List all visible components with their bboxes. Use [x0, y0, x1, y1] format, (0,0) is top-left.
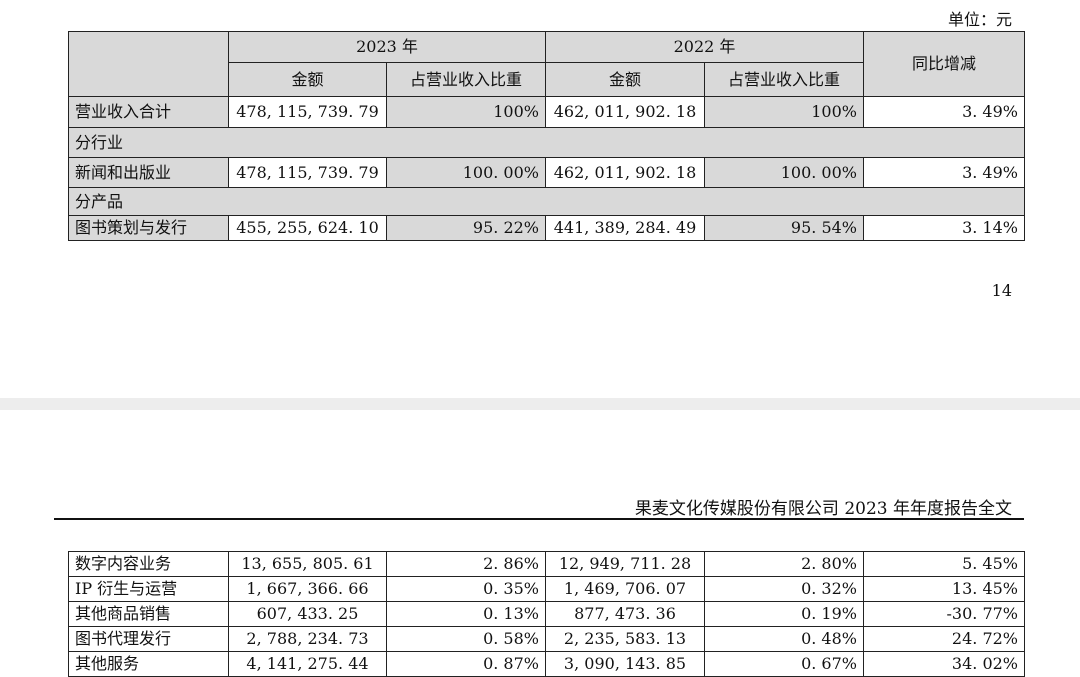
section-row-industry: 分行业 [68, 127, 1025, 158]
table-row: IP 衍生与运营 1, 667, 366. 66 0. 35% 1, 469, … [68, 576, 1025, 602]
header-ratio-2023: 占营业收入比重 [386, 62, 546, 97]
yoy-cell: 3. 49% [863, 96, 1025, 128]
amount-2022-cell: 2, 235, 583. 13 [545, 626, 705, 652]
row-label: 营业收入合计 [68, 96, 229, 128]
yoy-cell: 3. 49% [863, 157, 1025, 188]
amount-2023-cell: 1, 667, 366. 66 [228, 576, 387, 602]
table-row: 数字内容业务 13, 655, 805. 61 2. 86% 12, 949, … [68, 551, 1025, 577]
table-row: 其他商品销售 607, 433. 25 0. 13% 877, 473. 36 … [68, 601, 1025, 627]
unit-label: 单位：元 [947, 10, 1012, 29]
row-label: 数字内容业务 [68, 551, 229, 577]
ratio-2023-cell: 100. 00% [386, 157, 546, 188]
amount-2023-cell: 455, 255, 624. 10 [228, 215, 387, 241]
ratio-2022-cell: 100. 00% [704, 157, 864, 188]
header-amount-2022: 金额 [545, 62, 705, 97]
header-year-2022: 2022 年 [545, 31, 864, 63]
amount-2022-cell: 12, 949, 711. 28 [545, 551, 705, 577]
table-row: 营业收入合计 478, 115, 739. 79 100% 462, 011, … [68, 96, 1025, 128]
ratio-2022-cell: 2. 80% [704, 551, 864, 577]
ratio-2023-cell: 0. 87% [386, 651, 546, 677]
revenue-table-bottom: 数字内容业务 13, 655, 805. 61 2. 86% 12, 949, … [68, 551, 1025, 677]
table-row: 图书策划与发行 455, 255, 624. 10 95. 22% 441, 3… [68, 215, 1025, 241]
table-row: 新闻和出版业 478, 115, 739. 79 100. 00% 462, 0… [68, 157, 1025, 188]
yoy-cell: -30. 77% [863, 601, 1025, 627]
header-ratio-2022: 占营业收入比重 [704, 62, 864, 97]
table-row: 图书代理发行 2, 788, 234. 73 0. 58% 2, 235, 58… [68, 626, 1025, 652]
row-label: 其他服务 [68, 651, 229, 677]
row-label: 图书代理发行 [68, 626, 229, 652]
amount-2023-cell: 607, 433. 25 [228, 601, 387, 627]
ratio-2022-cell: 0. 48% [704, 626, 864, 652]
header-row-metrics: 金额 占营业收入比重 金额 占营业收入比重 [69, 62, 1025, 97]
amount-2023-cell: 2, 788, 234. 73 [228, 626, 387, 652]
ratio-2023-cell: 0. 35% [386, 576, 546, 602]
ratio-2022-cell: 0. 19% [704, 601, 864, 627]
ratio-2022-cell: 100% [704, 96, 864, 128]
report-header-title: 果麦文化传媒股份有限公司 2023 年年度报告全文 [634, 499, 1012, 519]
section-label: 分行业 [68, 127, 1025, 158]
row-label: 图书策划与发行 [68, 215, 229, 241]
header-rule [54, 518, 1024, 520]
yoy-cell: 5. 45% [863, 551, 1025, 577]
amount-2022-cell: 462, 011, 902. 18 [545, 157, 705, 188]
row-label: IP 衍生与运营 [68, 576, 229, 602]
ratio-2022-cell: 95. 54% [704, 215, 864, 241]
ratio-2023-cell: 95. 22% [386, 215, 546, 241]
header-amount-2023: 金额 [228, 62, 387, 97]
amount-2022-cell: 441, 389, 284. 49 [545, 215, 705, 241]
ratio-2023-cell: 0. 13% [386, 601, 546, 627]
header-blank-cell [68, 31, 229, 97]
amount-2023-cell: 478, 115, 739. 79 [228, 157, 387, 188]
ratio-2022-cell: 0. 67% [704, 651, 864, 677]
header-row-years: 2023 年 2022 年 同比增减 [68, 31, 1025, 97]
page-number: 14 [991, 281, 1012, 300]
section-label: 分产品 [68, 187, 1025, 216]
header-yoy: 同比增减 [863, 31, 1025, 97]
section-row-product: 分产品 [68, 187, 1025, 216]
amount-2023-cell: 13, 655, 805. 61 [228, 551, 387, 577]
row-label: 其他商品销售 [68, 601, 229, 627]
amount-2022-cell: 877, 473. 36 [545, 601, 705, 627]
amount-2023-cell: 478, 115, 739. 79 [228, 96, 387, 128]
ratio-2023-cell: 100% [386, 96, 546, 128]
yoy-cell: 13. 45% [863, 576, 1025, 602]
revenue-table-top: 2023 年 2022 年 同比增减 金额 占营业收入比重 金额 占营业收入比重… [68, 31, 1025, 241]
amount-2023-cell: 4, 141, 275. 44 [228, 651, 387, 677]
amount-2022-cell: 1, 469, 706. 07 [545, 576, 705, 602]
yoy-cell: 3. 14% [863, 215, 1025, 241]
ratio-2022-cell: 0. 32% [704, 576, 864, 602]
yoy-cell: 34. 02% [863, 651, 1025, 677]
row-label: 新闻和出版业 [68, 157, 229, 188]
yoy-cell: 24. 72% [863, 626, 1025, 652]
amount-2022-cell: 462, 011, 902. 18 [545, 96, 705, 128]
ratio-2023-cell: 2. 86% [386, 551, 546, 577]
header-year-2023: 2023 年 [228, 31, 546, 63]
amount-2022-cell: 3, 090, 143. 85 [545, 651, 705, 677]
table-row: 其他服务 4, 141, 275. 44 0. 87% 3, 090, 143.… [68, 651, 1025, 677]
page-break-gap [0, 398, 1080, 410]
ratio-2023-cell: 0. 58% [386, 626, 546, 652]
